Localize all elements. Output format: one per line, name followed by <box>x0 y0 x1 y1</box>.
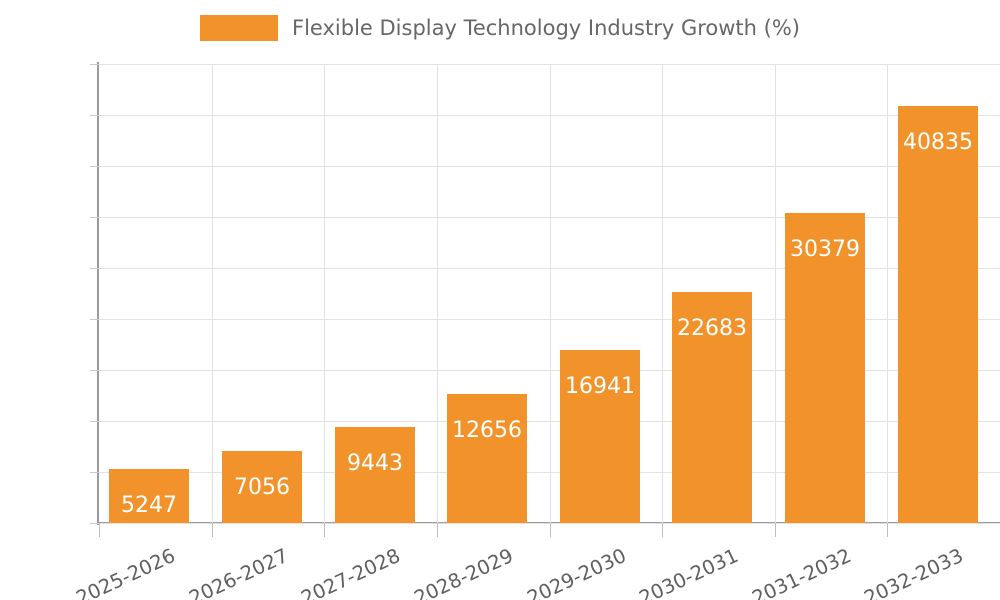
bar[interactable] <box>898 106 978 523</box>
y-axis-tick-mark <box>90 217 99 218</box>
gridline-horizontal <box>99 472 1000 473</box>
bar[interactable] <box>447 393 527 523</box>
x-axis-tick-mark <box>550 523 551 537</box>
gridline-vertical <box>324 64 325 523</box>
bar[interactable] <box>785 213 865 523</box>
plot-area: 0500010000150002000025000300003500040000… <box>72 64 1000 600</box>
bar-value-label: 16941 <box>565 374 635 400</box>
bar-value-label: 7056 <box>234 475 290 501</box>
y-axis-tick-mark <box>90 268 99 269</box>
y-axis-line <box>97 62 99 525</box>
gridline-horizontal <box>99 64 1000 65</box>
bar-value-label: 12656 <box>452 417 522 443</box>
chart-legend: Flexible Display Technology Industry Gro… <box>0 0 1000 56</box>
x-axis-tick-mark <box>887 523 888 537</box>
y-axis-tick-mark <box>90 319 99 320</box>
x-axis-tick-mark <box>212 523 213 537</box>
x-axis-tick-mark <box>662 523 663 537</box>
bar[interactable] <box>222 451 302 523</box>
bar[interactable] <box>672 291 752 523</box>
legend-color-swatch <box>200 15 279 41</box>
x-axis-tick-mark <box>775 523 776 537</box>
y-axis-tick-mark <box>90 523 99 524</box>
x-axis-tick-mark <box>437 523 438 537</box>
gridline-vertical <box>775 64 776 523</box>
bar-value-label: 40835 <box>903 130 973 156</box>
gridline-vertical <box>662 64 663 523</box>
gridline-vertical <box>550 64 551 523</box>
gridline-horizontal <box>99 523 1000 524</box>
bar-value-label: 5247 <box>121 493 177 519</box>
x-axis-tick-label: 2025-2026 <box>72 544 179 600</box>
bar[interactable] <box>560 350 640 523</box>
gridline-horizontal <box>99 370 1000 371</box>
gridline-horizontal <box>99 115 1000 116</box>
legend-label: Flexible Display Technology Industry Gro… <box>292 15 800 40</box>
gridline-vertical <box>212 64 213 523</box>
bar[interactable] <box>109 469 189 523</box>
gridline-horizontal <box>99 217 1000 218</box>
gridline-vertical <box>437 64 438 523</box>
bar-value-label: 30379 <box>790 237 860 263</box>
y-axis-tick-mark <box>90 370 99 371</box>
x-axis-tick-mark <box>99 523 100 537</box>
y-axis-tick-mark <box>90 472 99 473</box>
gridline-vertical <box>887 64 888 523</box>
bar[interactable] <box>335 426 415 523</box>
bar-value-label: 22683 <box>677 315 747 341</box>
y-axis-tick-mark <box>90 421 99 422</box>
gridline-horizontal <box>99 268 1000 269</box>
gridline-horizontal <box>99 166 1000 167</box>
gridline-horizontal <box>99 421 1000 422</box>
y-axis-tick-mark <box>90 64 99 65</box>
y-axis-tick-mark <box>90 115 99 116</box>
bar-value-label: 9443 <box>347 450 403 476</box>
x-axis-tick-mark <box>324 523 325 537</box>
y-axis-tick-mark <box>90 166 99 167</box>
gridline-horizontal <box>99 319 1000 320</box>
